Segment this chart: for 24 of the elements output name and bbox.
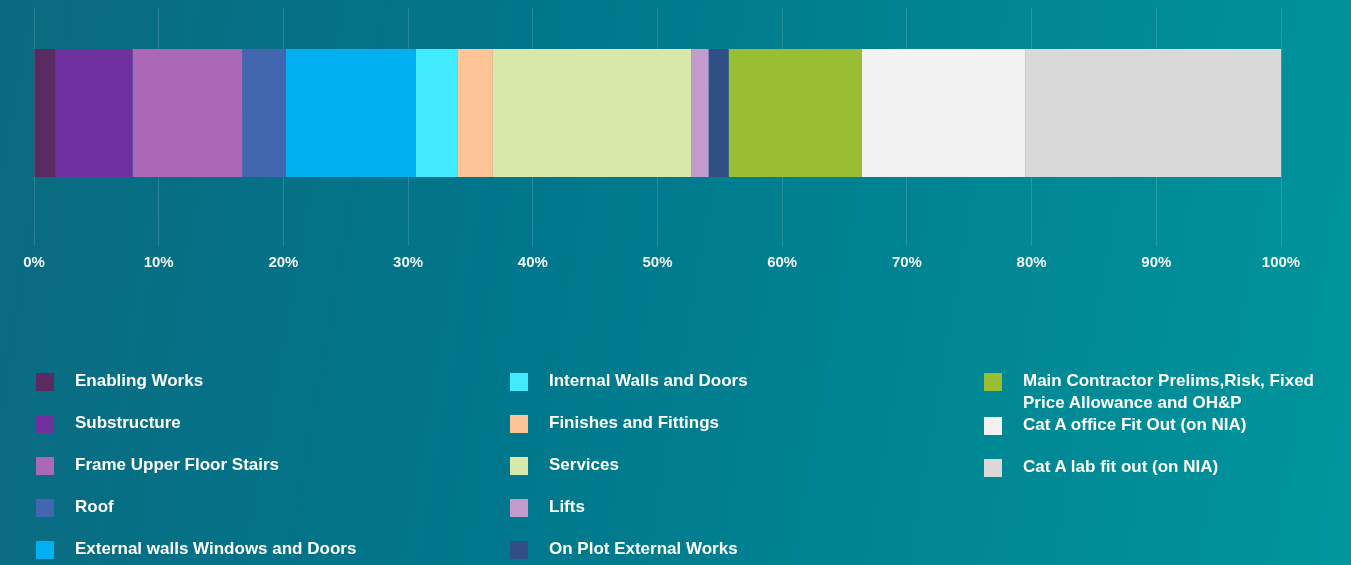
legend-label: Lifts bbox=[549, 496, 586, 518]
legend-label: Main Contractor Prelims,Risk, Fixed Price Allowance and OH&P bbox=[1023, 370, 1315, 414]
legend-label: Cat A lab fit out (on NIA) bbox=[1023, 456, 1220, 478]
legend-label: Internal Walls and Doors bbox=[549, 370, 749, 392]
x-tick-label: 50% bbox=[642, 253, 673, 271]
x-tick-label: 0% bbox=[23, 253, 45, 271]
x-tick-label: 70% bbox=[891, 253, 922, 271]
x-tick-label: 40% bbox=[517, 253, 548, 271]
legend-label: Services bbox=[549, 454, 620, 476]
legend-label: Frame Upper Floor Stairs bbox=[75, 454, 281, 476]
x-tick-label: 30% bbox=[393, 253, 424, 271]
x-tick-label: 100% bbox=[1261, 253, 1301, 271]
legend-label: Substructure bbox=[75, 412, 182, 434]
x-tick-label: 80% bbox=[1016, 253, 1047, 271]
x-tick-label: 20% bbox=[268, 253, 299, 271]
x-tick-label: 90% bbox=[1141, 253, 1172, 271]
x-tick-label: 10% bbox=[143, 253, 174, 271]
x-tick-label: 60% bbox=[767, 253, 798, 271]
legend-label: Roof bbox=[75, 496, 115, 518]
legend-label: External walls Windows and Doors bbox=[75, 538, 358, 560]
legend-label: Finishes and Fittings bbox=[549, 412, 720, 434]
legend-label: Enabling Works bbox=[75, 370, 205, 392]
legend-label: Cat A office Fit Out (on NIA) bbox=[1023, 414, 1248, 436]
legend-label: On Plot External Works bbox=[549, 538, 739, 560]
